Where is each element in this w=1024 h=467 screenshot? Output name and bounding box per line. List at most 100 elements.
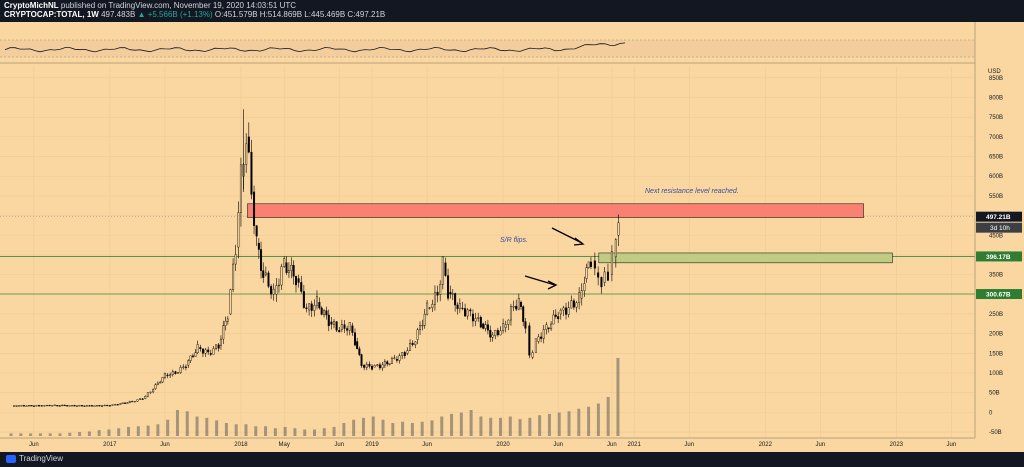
candle-body xyxy=(378,364,381,369)
candle-body xyxy=(253,191,256,226)
candle-body xyxy=(48,404,51,407)
candle-body xyxy=(496,330,499,336)
candle-body xyxy=(40,405,43,407)
candle-body xyxy=(174,371,177,374)
candle-body xyxy=(360,354,363,366)
y-tick-label: 50B xyxy=(989,391,1000,397)
price-axis[interactable] xyxy=(975,22,1024,452)
candle-body xyxy=(264,272,267,275)
volume-bar xyxy=(78,432,82,436)
candle-body xyxy=(106,404,109,407)
tradingview-brand[interactable]: TradingView xyxy=(6,454,63,463)
candle-body xyxy=(557,316,560,320)
volume-bar xyxy=(244,424,248,436)
candle-body xyxy=(182,366,185,368)
candle-body xyxy=(131,400,134,403)
volume-bar xyxy=(264,426,268,436)
candle-body xyxy=(323,310,326,315)
x-tick-label: 2023 xyxy=(890,442,904,448)
candle-body xyxy=(572,300,575,308)
candle-body xyxy=(108,405,111,407)
volume-bar xyxy=(332,426,336,436)
annotations: Next resistance level reached. S/R flips… xyxy=(500,188,739,290)
y-tick-label: 700B xyxy=(989,135,1003,141)
price-change: ▲ +5.566B (+1.13%) xyxy=(137,10,213,19)
candle-body xyxy=(217,344,220,349)
volume-bar xyxy=(185,411,189,436)
x-tick-label: Jun xyxy=(684,442,694,448)
candle-body xyxy=(517,298,520,310)
author[interactable]: CryptoMichNL xyxy=(4,1,59,10)
candle-body xyxy=(486,324,489,331)
candle-body xyxy=(295,276,298,286)
candle-body xyxy=(528,325,531,356)
candle-body xyxy=(219,338,222,346)
candle-body xyxy=(580,290,583,299)
candle-body xyxy=(177,372,180,374)
volume-bar xyxy=(469,410,473,436)
volume-bar xyxy=(606,397,610,436)
candle-body xyxy=(567,307,570,315)
price-tag-label: 396.17B xyxy=(986,254,1011,261)
y-tick-label: 350B xyxy=(989,273,1003,279)
candle-body xyxy=(537,336,540,342)
volume-bar xyxy=(518,419,522,436)
y-tick-label: 450B xyxy=(989,233,1003,239)
volume-bar xyxy=(489,417,493,436)
candle-body xyxy=(398,355,401,361)
candle-body xyxy=(300,282,303,292)
candle-body xyxy=(103,404,106,407)
symbol[interactable]: CRYPTOCAP:TOTAL, 1W xyxy=(4,10,99,19)
candle-body xyxy=(340,324,343,330)
candle-body xyxy=(482,323,485,329)
x-tick-label: Jun xyxy=(815,442,825,448)
candle-body xyxy=(614,239,617,258)
volume-bar xyxy=(175,410,179,436)
candle-body xyxy=(13,405,16,407)
volume-bar xyxy=(440,416,444,436)
candle-body xyxy=(95,405,98,407)
last-price: 497.483B xyxy=(101,10,136,19)
candle-body xyxy=(133,401,136,403)
volume-bar xyxy=(58,433,62,436)
sr-flip-note: S/R flips. xyxy=(500,237,528,244)
candle-body xyxy=(423,313,426,326)
candle-body xyxy=(191,355,194,357)
candle-body xyxy=(224,320,227,326)
candle-body xyxy=(257,242,260,250)
candle-body xyxy=(356,341,359,350)
candle-body xyxy=(255,225,258,237)
candle-body xyxy=(161,377,164,383)
candle-body xyxy=(156,382,159,385)
candle-body xyxy=(421,325,424,327)
price-tag-bg xyxy=(976,211,1022,222)
grid xyxy=(0,66,975,438)
candle-body xyxy=(201,348,204,354)
candle-body xyxy=(419,325,422,330)
candle-body xyxy=(333,321,336,325)
candle-body xyxy=(363,364,366,368)
volume-bar xyxy=(166,419,170,436)
candle-body xyxy=(403,352,406,356)
candle-body xyxy=(262,270,265,278)
volume-bar xyxy=(410,423,414,436)
candle-body xyxy=(166,374,169,377)
candle-body xyxy=(45,404,48,407)
candle-body xyxy=(43,405,46,407)
candle-body xyxy=(365,363,368,368)
x-tick-label: 2017 xyxy=(103,442,117,448)
candle-body xyxy=(215,344,218,349)
candle-body xyxy=(540,336,543,339)
candle-body xyxy=(27,405,30,407)
candle-body xyxy=(578,292,581,303)
volume-bar xyxy=(567,411,571,436)
candle-body xyxy=(534,338,537,353)
candle-body xyxy=(346,328,349,331)
candle-body xyxy=(152,389,155,393)
candle-body xyxy=(280,266,283,286)
candle-body xyxy=(73,405,76,407)
candle-body xyxy=(116,404,119,406)
candle-body xyxy=(502,323,505,332)
candle-body xyxy=(234,254,237,265)
